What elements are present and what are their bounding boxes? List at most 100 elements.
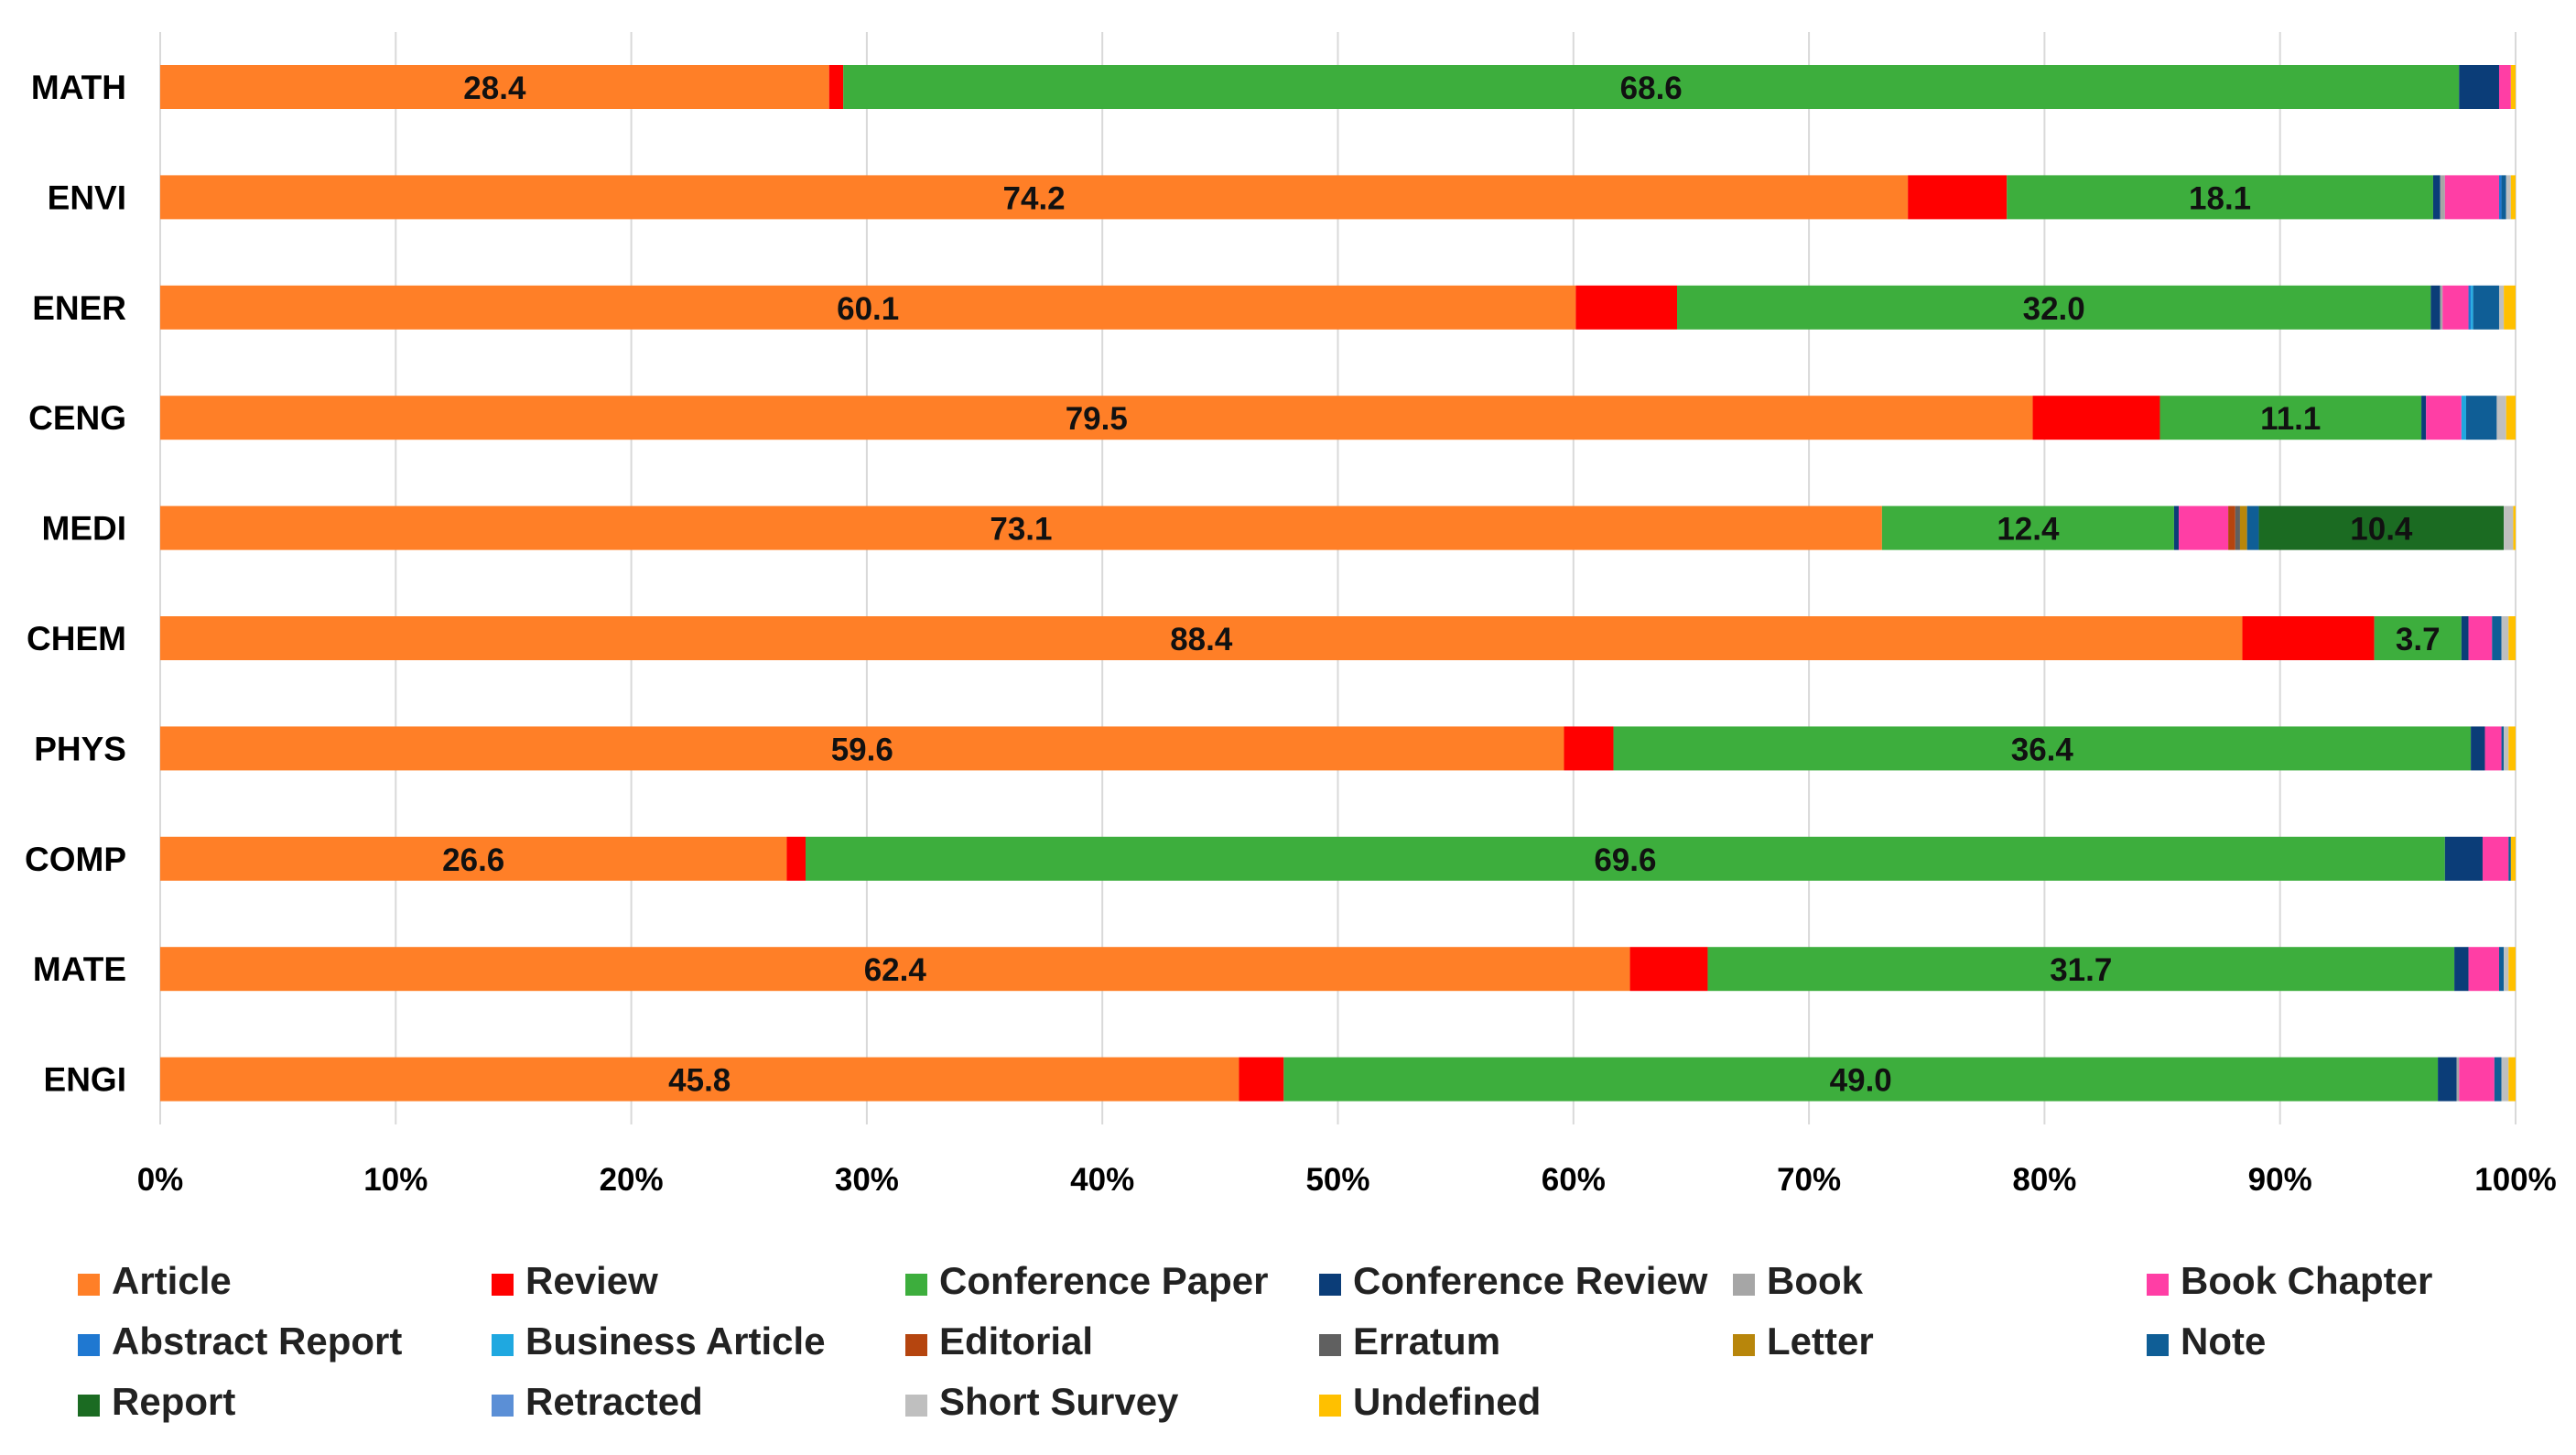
bar-math-book-chapter xyxy=(2498,65,2511,109)
category-label-medi: MEDI xyxy=(42,510,127,548)
legend-label-article: Article xyxy=(112,1259,232,1302)
data-label-medi-article: 73.1 xyxy=(990,512,1052,548)
bar-comp-conference-paper xyxy=(806,836,2445,881)
data-labels: 28.4 68.6 74.2 18.1 60.1 32.0 79.5 11.1 73.1 12.4… xyxy=(442,71,2440,1099)
category-label-comp: COMP xyxy=(25,841,126,878)
legend-label-conference-review: Conference Review xyxy=(1353,1259,1708,1302)
bar-envi-abstract-report xyxy=(2498,175,2502,220)
data-label-phys-article: 59.6 xyxy=(831,732,893,767)
bar-phys-review xyxy=(1564,726,1614,771)
legend-label-review: Review xyxy=(525,1259,658,1302)
legend-label-business-article: Business Article xyxy=(525,1319,826,1363)
bar-ener-conference-paper xyxy=(1677,285,2431,330)
bar-engi-note xyxy=(2494,1057,2502,1102)
legend-swatch-letter xyxy=(1733,1334,1755,1356)
bar-phys-article xyxy=(160,726,1564,771)
bar-comp-book-chapter xyxy=(2482,836,2509,881)
legend-swatch-conference-review xyxy=(1319,1274,1341,1296)
bar-ceng-conference-review xyxy=(2421,396,2427,440)
bar-ener-book xyxy=(2440,285,2443,330)
bar-medi-conference-paper xyxy=(1881,505,2174,550)
data-label-phys-conference-paper: 36.4 xyxy=(2011,732,2074,767)
bar-ceng-business-article xyxy=(2461,396,2466,440)
x-tick-label-50: 50% xyxy=(1305,1162,1369,1198)
bar-ceng-article xyxy=(160,396,2033,440)
legend-label-undefined: Undefined xyxy=(1353,1380,1541,1423)
category-label-ener: ENER xyxy=(32,289,126,327)
legend-swatch-editorial xyxy=(905,1334,927,1356)
legend-swatch-review xyxy=(492,1274,514,1296)
bar-ceng-book-chapter xyxy=(2426,396,2462,440)
x-tick-label-20: 20% xyxy=(600,1162,664,1198)
bar-ener-conference-review xyxy=(2430,285,2441,330)
category-label-math: MATH xyxy=(31,69,126,106)
legend-swatch-business-article xyxy=(492,1334,514,1356)
legend-label-editorial: Editorial xyxy=(939,1319,1093,1363)
legend-label-book: Book xyxy=(1767,1259,1864,1302)
bar-medi-note xyxy=(2246,505,2259,550)
data-label-comp-conference-paper: 69.6 xyxy=(1594,842,1656,878)
bar-mate-review xyxy=(1629,947,1708,992)
data-label-mate-article: 62.4 xyxy=(864,952,927,988)
bar-engi-review xyxy=(1239,1057,1284,1102)
x-tick-label-0: 0% xyxy=(137,1162,184,1198)
data-label-ener-conference-paper: 32.0 xyxy=(2023,291,2085,327)
bar-ener-undefined xyxy=(2504,285,2516,330)
legend-swatch-report xyxy=(78,1395,100,1417)
data-label-chem-article: 88.4 xyxy=(1170,622,1233,657)
legend-label-note: Note xyxy=(2181,1319,2266,1363)
bar-phys-book-chapter xyxy=(2484,726,2502,771)
bar-mate-conference-review xyxy=(2454,947,2469,992)
category-label-envi: ENVI xyxy=(48,179,126,216)
legend-swatch-undefined xyxy=(1319,1395,1341,1417)
legend-swatch-abstract-report xyxy=(78,1334,100,1356)
data-label-comp-article: 26.6 xyxy=(442,842,504,878)
legend-swatch-book-chapter xyxy=(2147,1274,2169,1296)
x-tick-label-10: 10% xyxy=(363,1162,428,1198)
data-label-ceng-conference-paper: 11.1 xyxy=(2260,401,2321,437)
data-label-medi-conference-paper: 12.4 xyxy=(1997,512,2060,548)
bar-envi-conference-review xyxy=(2432,175,2441,220)
bar-math-conference-paper xyxy=(843,65,2460,109)
category-label-chem: CHEM xyxy=(27,620,126,657)
bar-engi-conference-review xyxy=(2438,1057,2457,1102)
bar-chem-note xyxy=(2492,616,2502,660)
bar-phys-undefined xyxy=(2508,726,2516,771)
data-label-engi-conference-paper: 49.0 xyxy=(1830,1063,1892,1099)
data-label-math-article: 28.4 xyxy=(463,71,526,106)
bar-ener-book-chapter xyxy=(2442,285,2469,330)
bar-phys-conference-paper xyxy=(1613,726,2472,771)
x-tick-label-40: 40% xyxy=(1070,1162,1134,1198)
data-label-math-conference-paper: 68.6 xyxy=(1620,71,1683,106)
bar-phys-short-survey xyxy=(2504,726,2509,771)
bar-engi-book-chapter xyxy=(2459,1057,2495,1102)
category-label-mate: MATE xyxy=(33,950,126,988)
bar-envi-short-survey xyxy=(2506,175,2511,220)
bar-medi-undefined xyxy=(2513,505,2516,550)
bar-envi-review xyxy=(1908,175,2008,220)
bar-mate-short-survey xyxy=(2504,947,2509,992)
bar-engi-book xyxy=(2456,1057,2460,1102)
bar-medi-editorial xyxy=(2228,505,2235,550)
legend-label-book-chapter: Book Chapter xyxy=(2181,1259,2432,1302)
legend-label-abstract-report: Abstract Report xyxy=(112,1319,402,1363)
bar-mate-book-chapter xyxy=(2468,947,2499,992)
bar-comp-note xyxy=(2508,836,2511,881)
bar-chem-review xyxy=(2242,616,2375,660)
bar-math-undefined xyxy=(2510,65,2516,109)
category-label-phys: PHYS xyxy=(34,730,126,767)
bar-envi-book-chapter xyxy=(2444,175,2499,220)
bar-medi-letter xyxy=(2239,505,2247,550)
data-label-envi-conference-paper: 18.1 xyxy=(2189,180,2251,216)
x-tick-label-80: 80% xyxy=(2012,1162,2076,1198)
bar-phys-note xyxy=(2501,726,2505,771)
legend-label-erratum: Erratum xyxy=(1353,1319,1500,1363)
bar-engi-short-survey xyxy=(2501,1057,2509,1102)
data-label-mate-conference-paper: 31.7 xyxy=(2050,952,2112,988)
legend: Article Review Conference Paper Conference … xyxy=(78,1259,2432,1423)
legend-label-retracted: Retracted xyxy=(525,1380,703,1423)
bar-medi-report xyxy=(2258,505,2505,550)
data-label-ceng-article: 79.5 xyxy=(1066,401,1128,437)
legend-label-letter: Letter xyxy=(1767,1319,1874,1363)
